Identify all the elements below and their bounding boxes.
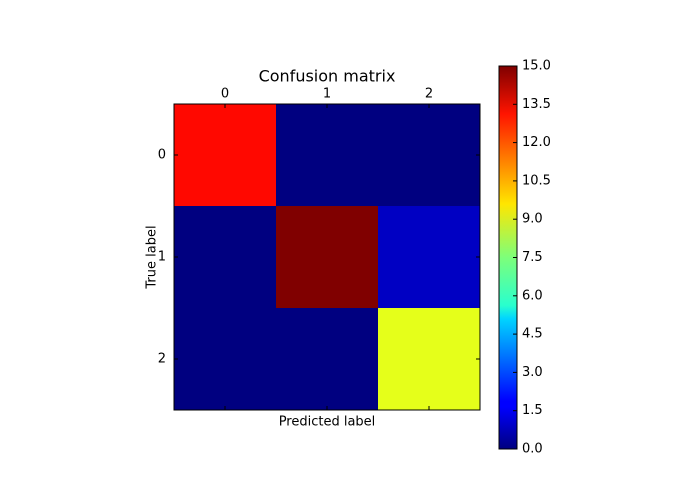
- x-tick-label: 1: [323, 87, 331, 102]
- cell: [378, 308, 481, 411]
- x-tick-label: 0: [221, 87, 229, 102]
- x-axis-label: Predicted label: [279, 415, 376, 430]
- colorbar-tick-label: 1.5: [522, 403, 543, 418]
- colorbar-tick-label: 13.5: [522, 97, 551, 112]
- cell: [378, 104, 481, 207]
- colorbar-tick-label: 12.0: [522, 135, 551, 150]
- colorbar-tick-label: 15.0: [522, 59, 551, 74]
- y-tick-label: 1: [158, 250, 166, 265]
- colorbar-tick-label: 3.0: [522, 365, 543, 380]
- colorbar-tick-label: 6.0: [522, 288, 543, 303]
- cell: [276, 104, 379, 207]
- chart-title: Confusion matrix: [259, 67, 396, 86]
- cell: [174, 206, 277, 309]
- colorbar-tick-label: 0.0: [522, 442, 543, 457]
- y-axis-label: True label: [145, 225, 160, 289]
- colorbar-tick-label: 4.5: [522, 327, 543, 342]
- cell: [174, 308, 277, 411]
- cell: [174, 104, 277, 207]
- colorbar-tick-label: 10.5: [522, 173, 551, 188]
- y-tick-label: 2: [158, 352, 166, 367]
- cell: [378, 206, 481, 309]
- x-tick-label: 2: [425, 87, 433, 102]
- colorbar-tick-label: 9.0: [522, 212, 543, 227]
- colorbar-tick-label: 7.5: [522, 250, 543, 265]
- cell: [276, 206, 379, 309]
- y-tick-label: 0: [158, 148, 166, 163]
- cell: [276, 308, 379, 411]
